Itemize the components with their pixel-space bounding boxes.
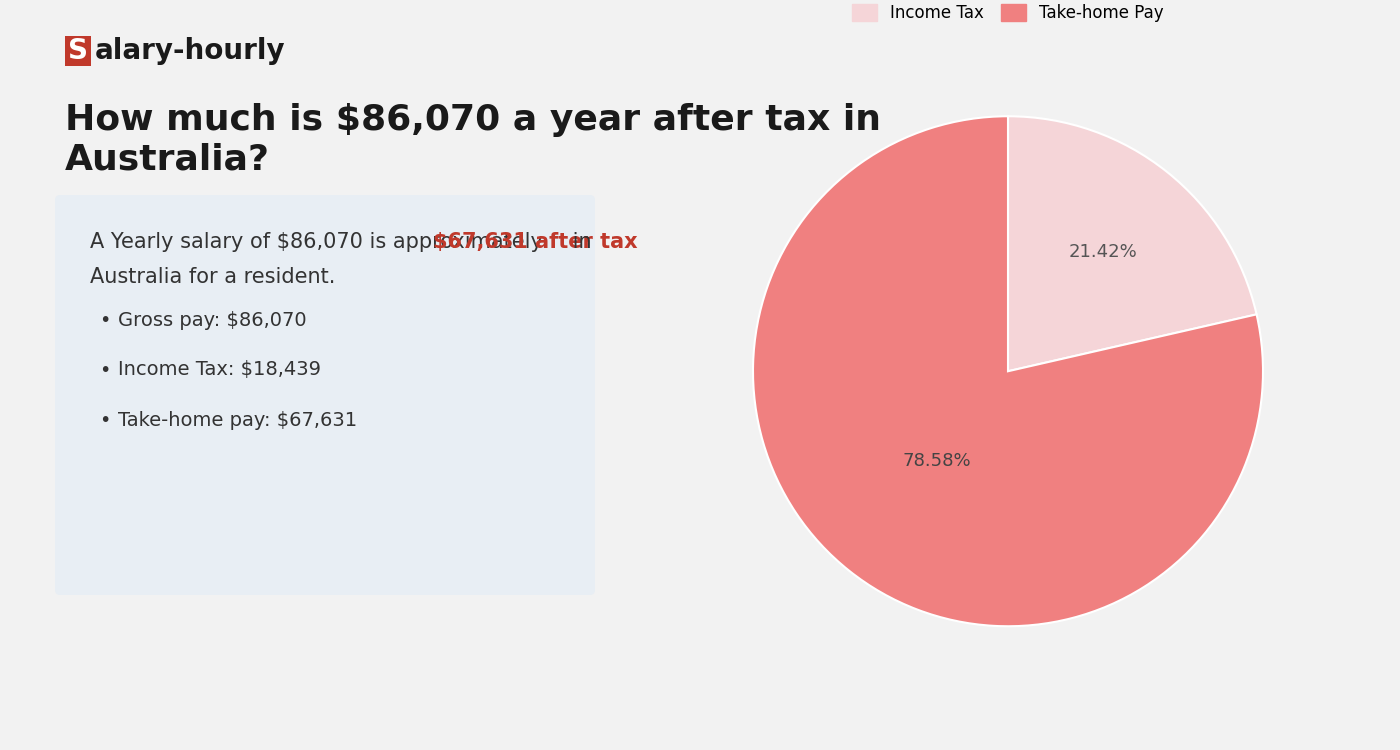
Text: Take-home pay: $67,631: Take-home pay: $67,631 [118,410,357,430]
FancyBboxPatch shape [55,195,595,595]
FancyBboxPatch shape [64,36,91,66]
Text: 78.58%: 78.58% [902,452,970,470]
Text: •: • [99,410,111,430]
Text: S: S [69,37,88,65]
Legend: Income Tax, Take-home Pay: Income Tax, Take-home Pay [846,0,1170,28]
Wedge shape [753,116,1263,626]
Text: How much is $86,070 a year after tax in: How much is $86,070 a year after tax in [64,103,881,137]
Text: 21.42%: 21.42% [1070,242,1138,260]
Text: A Yearly salary of $86,070 is approximately: A Yearly salary of $86,070 is approximat… [90,232,549,252]
Text: •: • [99,310,111,329]
Text: in: in [566,232,591,252]
Text: Income Tax: $18,439: Income Tax: $18,439 [118,361,321,380]
Text: Gross pay: $86,070: Gross pay: $86,070 [118,310,307,329]
Text: Australia?: Australia? [64,143,270,177]
Text: •: • [99,361,111,380]
Text: alary-hourly: alary-hourly [95,37,286,65]
Text: Australia for a resident.: Australia for a resident. [90,267,336,287]
Text: $67,631 after tax: $67,631 after tax [433,232,638,252]
Wedge shape [1008,116,1257,371]
